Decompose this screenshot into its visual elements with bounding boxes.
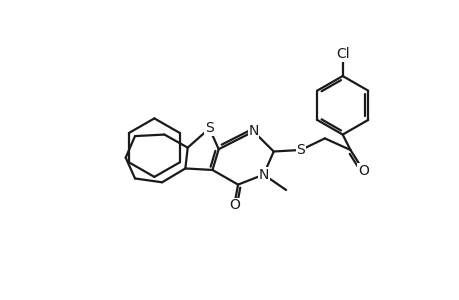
Text: Cl: Cl bbox=[335, 47, 349, 61]
Text: O: O bbox=[358, 164, 368, 178]
Text: O: O bbox=[228, 198, 239, 212]
Text: S: S bbox=[205, 122, 213, 135]
Text: N: N bbox=[248, 124, 258, 139]
Text: S: S bbox=[296, 143, 305, 157]
Text: N: N bbox=[258, 168, 268, 182]
